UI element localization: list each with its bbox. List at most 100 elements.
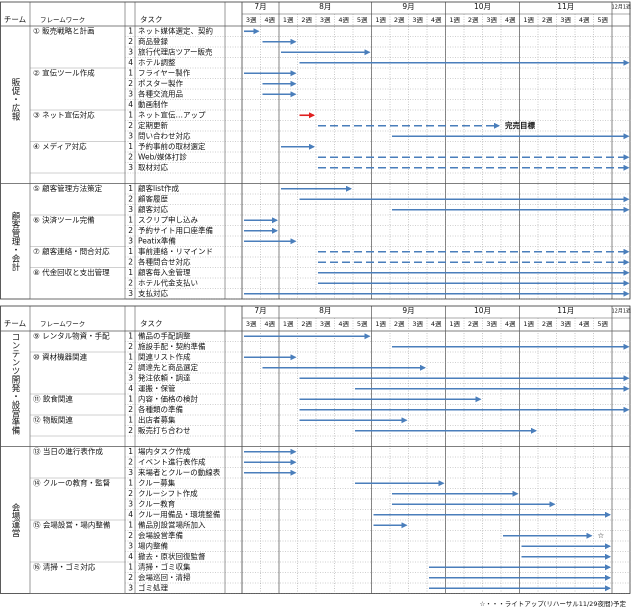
group-name: ⑫ 物販関連 (33, 414, 73, 424)
task-no: 2 (128, 121, 133, 130)
week-label: 1週 (283, 319, 294, 328)
task-label: 来場者とクルーの動線表 (138, 467, 221, 477)
week-label: 5週 (597, 15, 608, 24)
task-no: 2 (128, 342, 133, 351)
task-no: 3 (128, 163, 133, 172)
week-label: 3週 (560, 319, 571, 328)
month-label: 10月 (474, 2, 491, 11)
task-no: 1 (128, 394, 133, 403)
task-no: 1 (128, 268, 133, 277)
group-name: ⑨ レンタル物資・手配 (33, 330, 110, 340)
task-no: 1 (128, 520, 133, 529)
task-no: 2 (128, 573, 133, 582)
header-task: タスク (140, 319, 163, 328)
week-label: 5週 (357, 15, 368, 24)
task-no: 2 (128, 405, 133, 414)
group-name: ⑧ 代金回収と支出管理 (33, 267, 110, 277)
week-label: 2週 (301, 319, 312, 328)
task-no: 1 (128, 68, 133, 77)
task-label: 動画制作 (138, 99, 168, 109)
task-label: クルー教育 (138, 498, 176, 508)
task-no: 1 (128, 415, 133, 424)
task-no: 3 (128, 468, 133, 477)
week-label: 3週 (246, 319, 257, 328)
group-name: ④ メディア対応 (33, 141, 87, 151)
group-name: ② 宣伝ツール作成 (33, 67, 95, 77)
task-no: 2 (128, 363, 133, 372)
task-no: 1 (128, 110, 133, 119)
last-week-label: 12月1週 (611, 4, 631, 11)
week-label: 5週 (597, 319, 608, 328)
task-no: 4 (128, 58, 133, 67)
task-label: 備品別設営場所加入 (138, 519, 206, 529)
task-label: ゴミ処理 (138, 582, 168, 592)
task-no: 4 (128, 552, 133, 561)
task-no: 1 (128, 478, 133, 487)
task-label: 発注依頼・調達 (138, 372, 191, 382)
week-label: 3週 (246, 15, 257, 24)
week-label: 4週 (579, 319, 590, 328)
week-label: 2週 (301, 15, 312, 24)
arrow-note: ☆ (598, 531, 605, 540)
task-no: 4 (128, 384, 133, 393)
month-label: 7月 (254, 2, 266, 11)
task-no: 2 (128, 457, 133, 466)
task-no: 2 (128, 37, 133, 46)
task-label: 予約サイト用口座準備 (138, 225, 213, 235)
task-label: 会場設営準備 (138, 530, 183, 540)
task-label: 会場巡回・清掃 (138, 572, 191, 582)
task-label: ポスター製作 (138, 78, 183, 88)
week-label: 4週 (579, 15, 590, 24)
task-label: 場内タスク作成 (138, 446, 191, 456)
week-label: 4週 (431, 15, 442, 24)
header-team: チーム (4, 15, 26, 24)
task-no: 3 (128, 47, 133, 56)
task-label: 各種問合せ対応 (138, 256, 191, 266)
task-no: 2 (128, 278, 133, 287)
week-label: 1週 (523, 319, 534, 328)
task-label: 各種交流用品 (138, 88, 183, 98)
task-label: 予約事前の取材選定 (138, 141, 206, 151)
group-name: ⑯ 清掃・ゴミ対応 (33, 561, 96, 571)
team-name: コンテンツ開発・設営準備 (10, 333, 20, 436)
week-label: 4週 (505, 319, 516, 328)
week-label: 4週 (338, 15, 349, 24)
last-week-label: 12月1週 (611, 308, 631, 315)
task-label: 事前連絡・リマインド (138, 246, 213, 256)
week-label: 4週 (264, 15, 275, 24)
header-team: チーム (4, 319, 26, 328)
week-label: 1週 (449, 319, 460, 328)
task-label: フライヤー製作 (138, 67, 191, 77)
task-no: 3 (128, 583, 133, 592)
group-name: ⑪ 飲食関連 (33, 393, 73, 403)
month-label: 8月 (319, 2, 331, 11)
task-no: 1 (128, 215, 133, 224)
task-no: 1 (128, 26, 133, 35)
task-label: ホテル代金支払い (138, 277, 198, 287)
task-no: 3 (128, 373, 133, 382)
task-label: Web/媒体打診 (138, 151, 187, 161)
month-label: 9月 (402, 2, 414, 11)
task-label: 備品の手配調整 (138, 330, 191, 340)
week-label: 2週 (468, 319, 479, 328)
task-label: 問い合わせ対応 (138, 130, 191, 140)
task-no: 3 (128, 205, 133, 214)
task-label: 顧客履歴 (138, 193, 168, 203)
month-label: 9月 (402, 306, 414, 315)
task-label: クルー募集 (138, 477, 176, 487)
week-label: 2週 (542, 319, 553, 328)
header-framework: フレームワーク (40, 320, 85, 328)
week-label: 3週 (320, 15, 331, 24)
arrow-note: 完売目標 (505, 120, 535, 130)
week-label: 1週 (375, 319, 386, 328)
group-name: ⑦ 顧客連絡・問合対応 (33, 246, 110, 256)
week-label: 2週 (542, 15, 553, 24)
task-label: スクリプ申し込み (138, 214, 198, 224)
task-label: 販売打ち合わせ (138, 425, 191, 435)
task-no: 3 (128, 89, 133, 98)
task-no: 3 (128, 541, 133, 550)
task-label: 撤去・原状回復監督 (138, 551, 206, 561)
week-label: 5週 (357, 319, 368, 328)
task-label: イベント進行表作成 (138, 456, 206, 466)
team-name: 顧客管理・会計 (10, 211, 20, 272)
